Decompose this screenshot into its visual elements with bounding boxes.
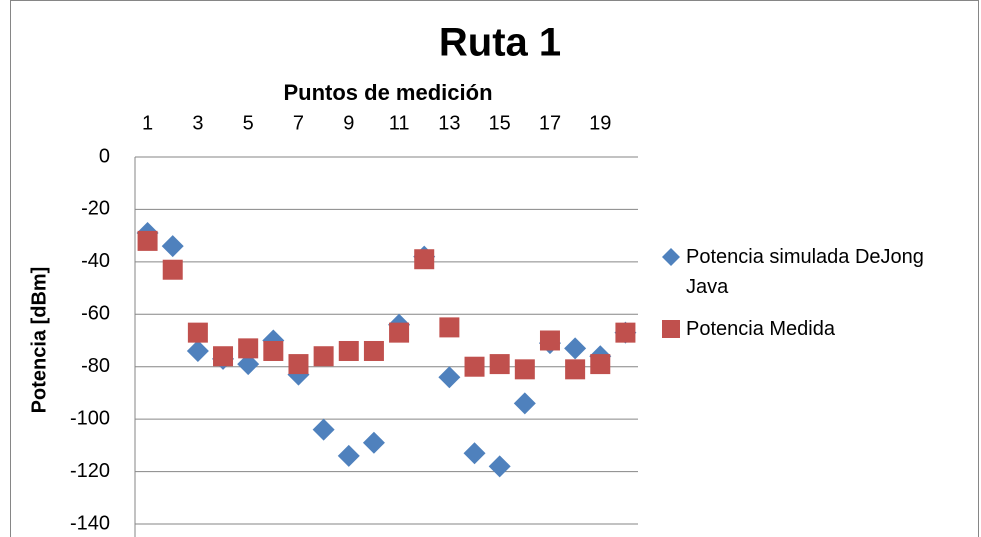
point xyxy=(539,330,560,351)
point xyxy=(362,431,385,454)
y-tick-label: -80 xyxy=(81,355,110,377)
point xyxy=(338,340,359,361)
y-tick-label: -140 xyxy=(70,512,110,534)
point xyxy=(463,442,486,465)
point xyxy=(615,322,636,343)
point xyxy=(414,249,435,270)
point xyxy=(513,392,536,415)
point xyxy=(363,340,384,361)
point xyxy=(389,322,410,343)
point xyxy=(187,322,208,343)
point xyxy=(564,337,587,360)
y-tick-label: -20 xyxy=(81,198,110,220)
point xyxy=(288,354,309,375)
point xyxy=(162,259,183,280)
point xyxy=(439,317,460,338)
legend-shape xyxy=(662,248,680,266)
x-tick-label: 13 xyxy=(438,112,460,134)
legend-label: Potencia simulada DeJong Java xyxy=(686,246,924,298)
x-tick-label: 17 xyxy=(539,112,561,134)
legend-swatch xyxy=(660,314,682,344)
x-tick-label: 1 xyxy=(142,112,153,134)
point xyxy=(590,354,611,375)
point xyxy=(213,346,234,367)
legend-shape xyxy=(662,320,680,338)
y-tick-label: -100 xyxy=(70,407,110,429)
point xyxy=(263,340,284,361)
point xyxy=(565,359,586,380)
y-tick-label: -120 xyxy=(70,460,110,482)
point xyxy=(514,359,535,380)
x-tick-label: 11 xyxy=(389,112,410,134)
point xyxy=(464,356,485,377)
point xyxy=(238,338,259,359)
legend-marker xyxy=(662,248,680,266)
point xyxy=(337,444,360,467)
legend-item: Potencia Medida xyxy=(660,314,960,344)
point xyxy=(313,346,334,367)
point xyxy=(438,366,461,389)
y-tick-label: -40 xyxy=(81,250,110,272)
legend-item: Potencia simulada DeJong Java xyxy=(660,242,960,302)
legend-marker xyxy=(662,320,680,338)
x-tick-label: 9 xyxy=(343,112,354,134)
point xyxy=(137,230,158,251)
legend-swatch xyxy=(660,242,682,272)
point xyxy=(237,353,260,376)
x-tick-label: 5 xyxy=(243,112,254,134)
point xyxy=(161,235,184,258)
x-axis-label: Puntos de medición xyxy=(283,80,492,105)
point xyxy=(488,455,511,478)
x-tick-label: 3 xyxy=(192,112,203,134)
point xyxy=(312,418,335,441)
y-tick-label: 0 xyxy=(99,145,110,167)
y-axis-label: Potencia [dBm] xyxy=(28,267,50,414)
y-tick-label: -60 xyxy=(81,303,110,325)
chart-title: Ruta 1 xyxy=(439,21,561,65)
x-tick-label: 15 xyxy=(489,112,511,134)
x-tick-label: 7 xyxy=(293,112,304,134)
legend-label: Potencia Medida xyxy=(686,318,835,340)
x-tick-label: 19 xyxy=(589,112,611,134)
point xyxy=(186,339,209,362)
legend: Potencia simulada DeJong Java Potencia Me… xyxy=(660,242,960,356)
point xyxy=(489,354,510,375)
